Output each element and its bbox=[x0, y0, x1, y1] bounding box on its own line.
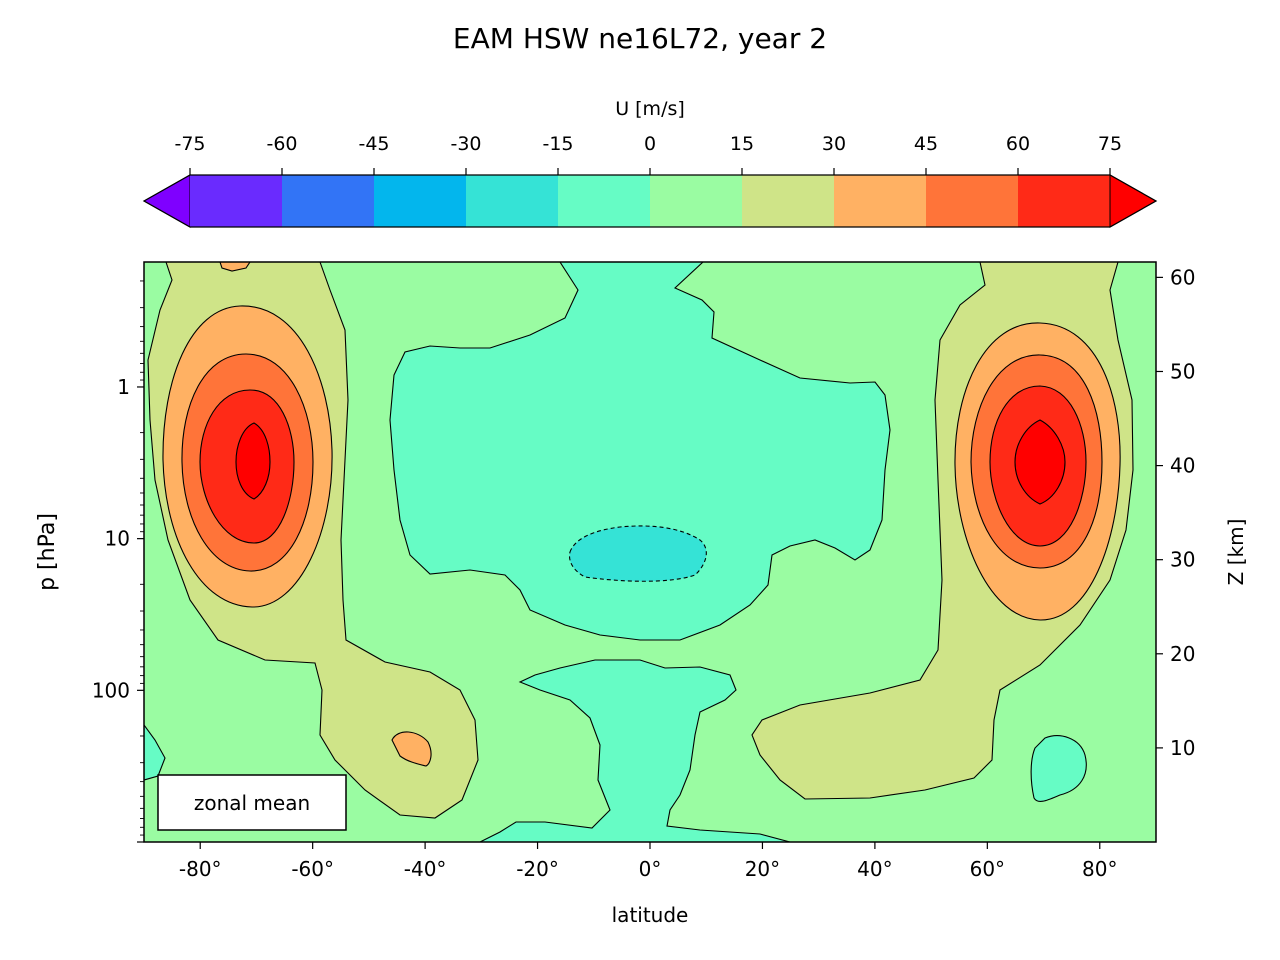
colorbar-swatch bbox=[742, 175, 835, 227]
contour-band-gt75-north bbox=[1014, 419, 1066, 505]
x-axis-label: latitude bbox=[612, 903, 689, 927]
colorbar-tick-label: 0 bbox=[644, 133, 656, 155]
contour-band-neg15-0-north-trop bbox=[1030, 735, 1087, 802]
chart-title: EAM HSW ne16L72, year 2 bbox=[453, 22, 827, 55]
colorbar-swatch bbox=[190, 175, 283, 227]
colorbar-label: U [m/s] bbox=[615, 98, 685, 120]
z-tick-label: 50 bbox=[1170, 359, 1195, 383]
x-tick-label: 20° bbox=[745, 857, 780, 881]
colorbar-swatch bbox=[466, 175, 559, 227]
colorbar-swatch bbox=[282, 175, 375, 227]
x-tick-label: 40° bbox=[857, 857, 892, 881]
y-axis-right-label: Z [km] bbox=[1224, 519, 1248, 586]
contour-band-30-45-south bbox=[219, 262, 251, 272]
colorbar-tick-label: -15 bbox=[542, 133, 573, 155]
x-tick-label: 0° bbox=[639, 857, 662, 881]
x-tick-label: 80° bbox=[1082, 857, 1117, 881]
colorbar-swatch bbox=[650, 175, 743, 227]
colorbar-tick-label: -30 bbox=[450, 133, 481, 155]
colorbar-tick-label: 60 bbox=[1006, 133, 1030, 155]
contour-band-neg15-0-troposphere bbox=[479, 659, 791, 842]
y-axis-right: 10 20 30 40 50 60 bbox=[1156, 265, 1195, 760]
z-tick-label: 20 bbox=[1170, 642, 1195, 666]
colorbar-tick-label: 15 bbox=[730, 133, 754, 155]
y-axis-label: p [hPa] bbox=[35, 513, 60, 591]
x-tick-label: -80° bbox=[179, 857, 222, 881]
z-tick-label: 10 bbox=[1170, 736, 1195, 760]
y-tick-label: 1 bbox=[117, 375, 130, 399]
colorbar-tick-label: -45 bbox=[358, 133, 389, 155]
z-tick-label: 30 bbox=[1170, 548, 1195, 572]
x-tick-label: -40° bbox=[404, 857, 447, 881]
colorbar-tick-label: -75 bbox=[174, 133, 205, 155]
colorbar-swatch bbox=[834, 175, 927, 227]
plot-area bbox=[143, 261, 1157, 843]
colorbar-tick-label: 30 bbox=[822, 133, 846, 155]
colorbar-extend-low bbox=[142, 174, 191, 228]
z-tick-label: 40 bbox=[1170, 454, 1195, 478]
colorbar-tick-label: 45 bbox=[914, 133, 938, 155]
contour-band-neg30-neg15 bbox=[568, 525, 707, 582]
contour-band-gt75-south bbox=[235, 422, 271, 500]
annotation-label: zonal mean bbox=[194, 791, 310, 815]
colorbar-swatch bbox=[1018, 175, 1111, 227]
x-tick-label: -60° bbox=[291, 857, 334, 881]
y-tick-label: 10 bbox=[105, 527, 130, 551]
annotation-box: zonal mean bbox=[157, 774, 347, 831]
x-tick-label: 60° bbox=[970, 857, 1005, 881]
colorbar-swatch bbox=[558, 175, 651, 227]
colorbar-tick-label: -60 bbox=[266, 133, 297, 155]
y-axis-left: 1 10 100 bbox=[92, 280, 144, 843]
contour-band-neg15-0-south-edge bbox=[144, 724, 166, 781]
colorbar-swatch bbox=[926, 175, 1019, 227]
colorbar: U [m/s] -75 -60 -45 -30 -15 0 15 30 45 60 75 bbox=[142, 98, 1158, 228]
colorbar-tick-label: 75 bbox=[1098, 133, 1122, 155]
colorbar-swatch bbox=[374, 175, 467, 227]
colorbar-extend-high bbox=[1109, 174, 1158, 228]
contour-band-neg15-0-stratosphere bbox=[389, 262, 891, 641]
z-tick-label: 60 bbox=[1170, 265, 1195, 289]
y-tick-label: 100 bbox=[92, 678, 130, 702]
x-axis: -80° -60° -40° -20° 0° 20° 40° 60° 80° bbox=[179, 842, 1118, 881]
contour-band-30-45-south-subtropics bbox=[391, 731, 432, 767]
x-tick-label: -20° bbox=[516, 857, 559, 881]
